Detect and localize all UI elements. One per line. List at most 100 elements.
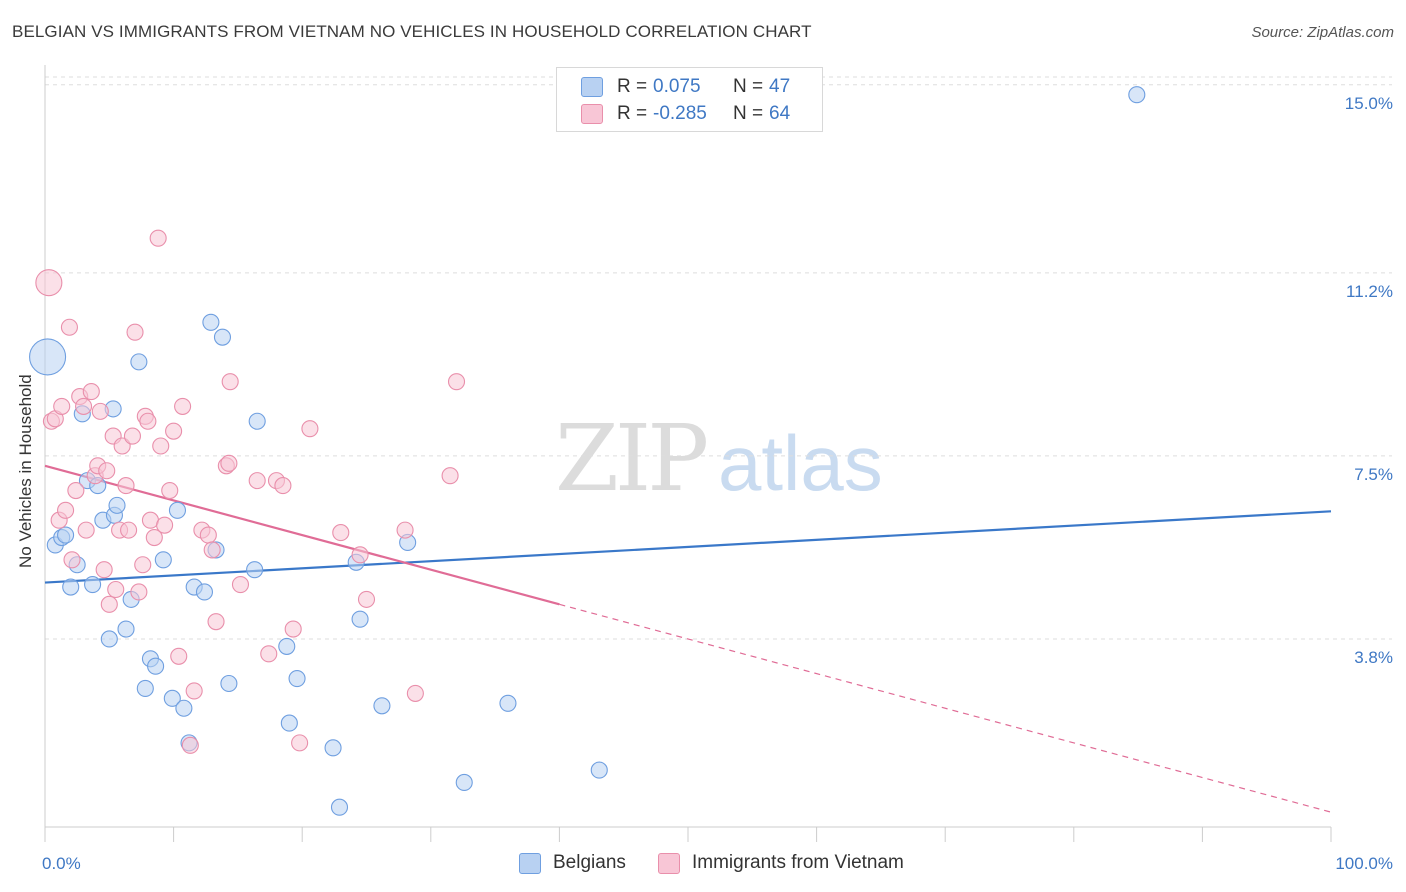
point-belgians — [248, 412, 266, 430]
point-vietnam — [134, 556, 152, 574]
point-belgians — [108, 496, 126, 514]
y-tick-label: 7.5% — [1354, 465, 1393, 484]
point-belgians — [288, 670, 306, 688]
point-belgians — [136, 679, 154, 698]
legend-r-value: -0.285 — [653, 103, 707, 124]
point-belgians — [246, 561, 264, 579]
point-belgians — [175, 699, 193, 717]
bottom-legend-belgians: Belgians — [519, 852, 626, 874]
legend-n-label: N = — [733, 103, 764, 124]
point-vietnam — [174, 397, 192, 415]
point-belgians — [202, 313, 220, 331]
point-vietnam — [141, 511, 160, 529]
point-vietnam — [107, 580, 125, 599]
point-belgians — [499, 694, 517, 712]
point-vietnam — [284, 620, 302, 638]
point-vietnam — [406, 684, 424, 702]
point-vietnam — [181, 736, 199, 754]
point-belgians — [29, 338, 67, 376]
point-belgians — [57, 526, 75, 544]
point-vietnam — [113, 437, 131, 455]
point-vietnam — [231, 575, 250, 594]
point-vietnam — [100, 595, 118, 613]
point-vietnam — [156, 516, 174, 534]
point-vietnam — [95, 561, 113, 579]
point-belgians — [280, 714, 298, 732]
point-vietnam — [75, 397, 93, 415]
legend-row-vietnam: R = -0.285 N = 64 — [581, 102, 790, 126]
point-belgians — [168, 501, 187, 519]
point-belgians — [220, 674, 238, 693]
legend-row-belgians: R = 0.075 N = 47 — [581, 75, 790, 99]
point-vietnam — [161, 481, 179, 500]
point-vietnam — [57, 501, 75, 519]
watermark-zip: ZIP — [555, 405, 706, 512]
x-tick-label: 100.0% — [1335, 854, 1393, 873]
point-belgians — [195, 583, 214, 601]
point-vietnam — [199, 526, 217, 544]
legend-r-label: R = — [617, 76, 648, 97]
point-vietnam — [291, 734, 309, 752]
legend-n-label: N = — [733, 76, 764, 97]
point-vietnam — [207, 613, 225, 631]
bottom-legend-swatch-belgians — [519, 852, 541, 874]
point-vietnam — [60, 318, 78, 336]
point-belgians — [330, 798, 349, 816]
point-vietnam — [67, 481, 85, 500]
y-tick-label: 3.8% — [1354, 648, 1393, 667]
point-vietnam — [53, 397, 71, 415]
legend-swatch-belgians — [581, 77, 603, 97]
data-points — [29, 86, 1146, 816]
point-vietnam — [130, 583, 148, 601]
point-vietnam — [203, 541, 221, 559]
point-vietnam — [441, 467, 459, 485]
point-belgians — [455, 773, 473, 792]
point-vietnam — [139, 412, 157, 430]
bottom-legend-label-belgians: Belgians — [553, 852, 626, 873]
point-vietnam — [123, 427, 141, 445]
point-belgians — [278, 637, 296, 655]
point-belgians — [213, 328, 232, 346]
point-vietnam — [165, 422, 183, 440]
point-vietnam — [91, 402, 109, 420]
point-belgians — [163, 689, 181, 707]
legend-r-value: 0.075 — [653, 76, 701, 97]
point-vietnam — [126, 323, 144, 341]
point-vietnam — [152, 437, 170, 455]
point-vietnam — [35, 269, 63, 297]
point-vietnam — [63, 551, 81, 569]
watermark-atlas: atlas — [718, 419, 883, 507]
trendline-vietnam-extension — [559, 603, 1332, 813]
zipatlas-watermark: ZIP atlas — [555, 405, 883, 512]
point-vietnam — [351, 546, 369, 564]
y-axis-label: No Vehicles in Household — [16, 374, 35, 568]
legend-n-value: 64 — [769, 103, 791, 124]
point-vietnam — [145, 528, 163, 547]
point-belgians — [147, 657, 165, 675]
point-belgians — [100, 630, 118, 648]
point-vietnam — [357, 590, 376, 608]
legend-n-value: 47 — [769, 76, 791, 97]
point-vietnam — [396, 521, 414, 539]
point-belgians — [324, 739, 342, 757]
bottom-legend-swatch-vietnam — [658, 852, 680, 874]
y-tick-label: 15.0% — [1345, 94, 1393, 113]
point-vietnam — [301, 420, 319, 438]
chart-title: BELGIAN VS IMMIGRANTS FROM VIETNAM NO VE… — [12, 22, 812, 41]
point-vietnam — [221, 373, 239, 391]
point-belgians — [154, 551, 172, 569]
point-belgians — [373, 697, 391, 715]
point-vietnam — [185, 682, 203, 700]
point-vietnam — [260, 645, 278, 663]
point-vietnam — [98, 462, 116, 480]
axes — [44, 65, 1332, 842]
point-belgians — [117, 620, 135, 638]
point-vietnam — [248, 472, 266, 490]
y-tick-label: 11.2% — [1346, 282, 1393, 301]
bottom-legend-vietnam: Immigrants from Vietnam — [658, 852, 904, 874]
point-vietnam — [274, 477, 292, 495]
point-vietnam — [120, 521, 138, 539]
tick-labels: 3.8% 7.5% 11.2% 15.0% 0.0% 100.0% — [42, 94, 1393, 873]
point-vietnam — [77, 521, 95, 539]
bottom-legend-label-vietnam: Immigrants from Vietnam — [692, 852, 904, 873]
